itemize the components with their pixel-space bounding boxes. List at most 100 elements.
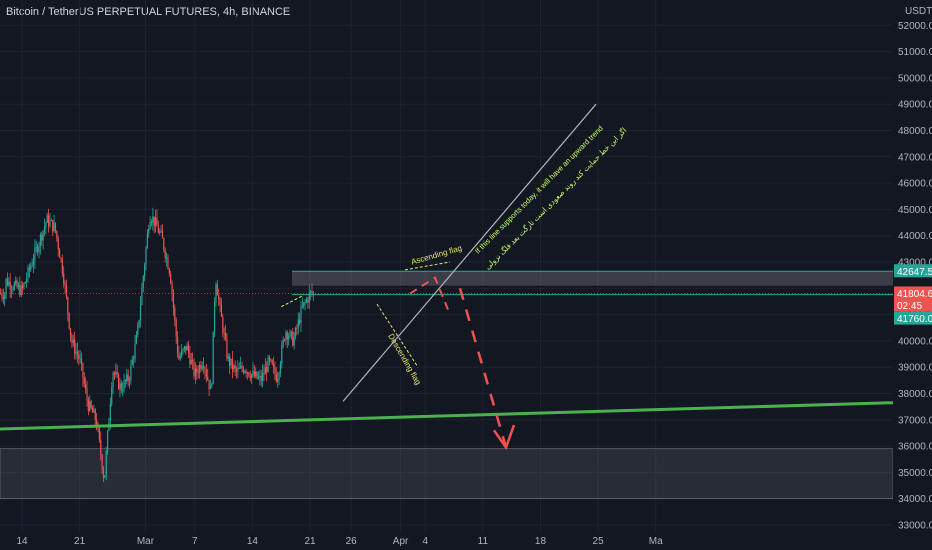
candle-body xyxy=(67,297,69,314)
candle-body xyxy=(90,401,92,409)
candle-body xyxy=(253,370,255,377)
time-tick-label: 7 xyxy=(192,536,198,547)
candle-body xyxy=(57,238,59,250)
candle-body xyxy=(189,352,191,365)
candle-body xyxy=(86,388,88,401)
candle-body xyxy=(178,353,180,359)
upper-zone-price-label: 42647.5 xyxy=(897,267,932,278)
candle-body xyxy=(198,364,201,374)
candle-body xyxy=(167,257,169,269)
candle-body xyxy=(272,364,275,367)
candle-body xyxy=(216,284,218,296)
candle-body xyxy=(112,373,114,388)
candle-body xyxy=(58,249,61,258)
candle-body xyxy=(31,265,33,267)
current-price-label-box xyxy=(894,286,932,300)
price-tick-label: 46000.0 xyxy=(898,179,932,190)
candle-body xyxy=(238,367,240,369)
candle-body xyxy=(187,345,190,353)
candle-body xyxy=(231,358,234,370)
projection-path-2 xyxy=(458,287,508,448)
candle-body xyxy=(111,387,113,405)
candle-body xyxy=(12,289,14,291)
candle-body xyxy=(138,319,140,326)
candle-body xyxy=(170,273,172,284)
candle-body xyxy=(46,215,48,223)
price-tick-label: 43000.0 xyxy=(898,258,932,269)
time-tick-label: 11 xyxy=(478,536,489,547)
price-tick-label: 35000.0 xyxy=(898,468,932,479)
candle-body xyxy=(113,373,116,375)
grid xyxy=(0,0,893,532)
candle-body xyxy=(109,404,111,422)
candle-body xyxy=(105,451,107,476)
price-tick-label: 49000.0 xyxy=(898,100,932,111)
candle-body xyxy=(24,282,26,284)
candle-body xyxy=(305,299,308,302)
candle-body xyxy=(246,372,249,374)
candle-body xyxy=(152,216,154,223)
candle-body xyxy=(6,278,9,286)
candle-body xyxy=(179,356,181,359)
descending-flag-line xyxy=(376,303,419,368)
candle-body xyxy=(61,258,63,274)
candle-body xyxy=(153,216,155,226)
price-tick-label: 51000.0 xyxy=(898,47,932,58)
time-axis-bg xyxy=(0,532,932,550)
candles xyxy=(0,207,314,483)
current-price-label: 41804.6 xyxy=(897,289,932,300)
candle-body xyxy=(279,363,282,374)
candle-body xyxy=(183,346,186,349)
candle-body xyxy=(91,408,94,413)
candle-body xyxy=(115,372,117,375)
candle-body xyxy=(200,364,202,369)
time-axis[interactable]: 14 21 Mar 7 14 21 26 Apr 4 11 18 25 Ma xyxy=(0,532,932,550)
candle-body xyxy=(68,313,70,329)
support-trendline xyxy=(0,401,894,431)
candle-body xyxy=(117,374,120,389)
candle-body xyxy=(10,289,13,291)
candle-body xyxy=(131,359,133,365)
candle-body xyxy=(257,377,260,379)
candle-body xyxy=(312,292,314,294)
candle-body xyxy=(186,345,188,351)
candle-body xyxy=(274,366,276,374)
candle-body xyxy=(215,284,217,303)
candle-body xyxy=(267,357,269,373)
candle-body xyxy=(171,283,173,294)
candle-body xyxy=(237,367,239,372)
demand-zone xyxy=(0,448,894,500)
candle-body xyxy=(15,280,17,284)
candle-body xyxy=(172,293,175,308)
candle-body xyxy=(89,401,91,411)
candle-body xyxy=(60,257,62,259)
candle-body xyxy=(278,373,280,380)
candle-body xyxy=(304,301,306,303)
time-tick-label: Apr xyxy=(393,536,409,547)
candle-body xyxy=(17,285,20,288)
candle-body xyxy=(182,348,184,351)
candle-body xyxy=(120,383,122,391)
candle-body xyxy=(311,291,313,294)
candle-body xyxy=(283,339,286,341)
candle-body xyxy=(130,364,132,380)
candle-body xyxy=(45,222,47,227)
candle-body xyxy=(160,230,162,232)
candle-body xyxy=(39,234,41,246)
candle-body xyxy=(94,409,96,420)
candle-body xyxy=(123,380,125,391)
price-tick-label: 50000.0 xyxy=(898,73,932,84)
candle-body xyxy=(192,359,194,362)
candle-body xyxy=(288,336,290,340)
chart-title: Bitcoin / TetherUS PERPETUAL FUTURES, 4h… xyxy=(6,6,291,18)
candle-body xyxy=(116,372,118,375)
candle-body xyxy=(268,357,271,360)
candle-body xyxy=(53,222,55,232)
candle-body xyxy=(75,351,77,354)
candle-body xyxy=(213,302,216,332)
price-axis[interactable]: USDT 52000.0 51000.0 50000.0 49000.0 48000.0 4… xyxy=(893,0,932,550)
candle-body xyxy=(141,287,143,306)
candle-body xyxy=(242,369,244,373)
candle-body xyxy=(271,360,273,365)
